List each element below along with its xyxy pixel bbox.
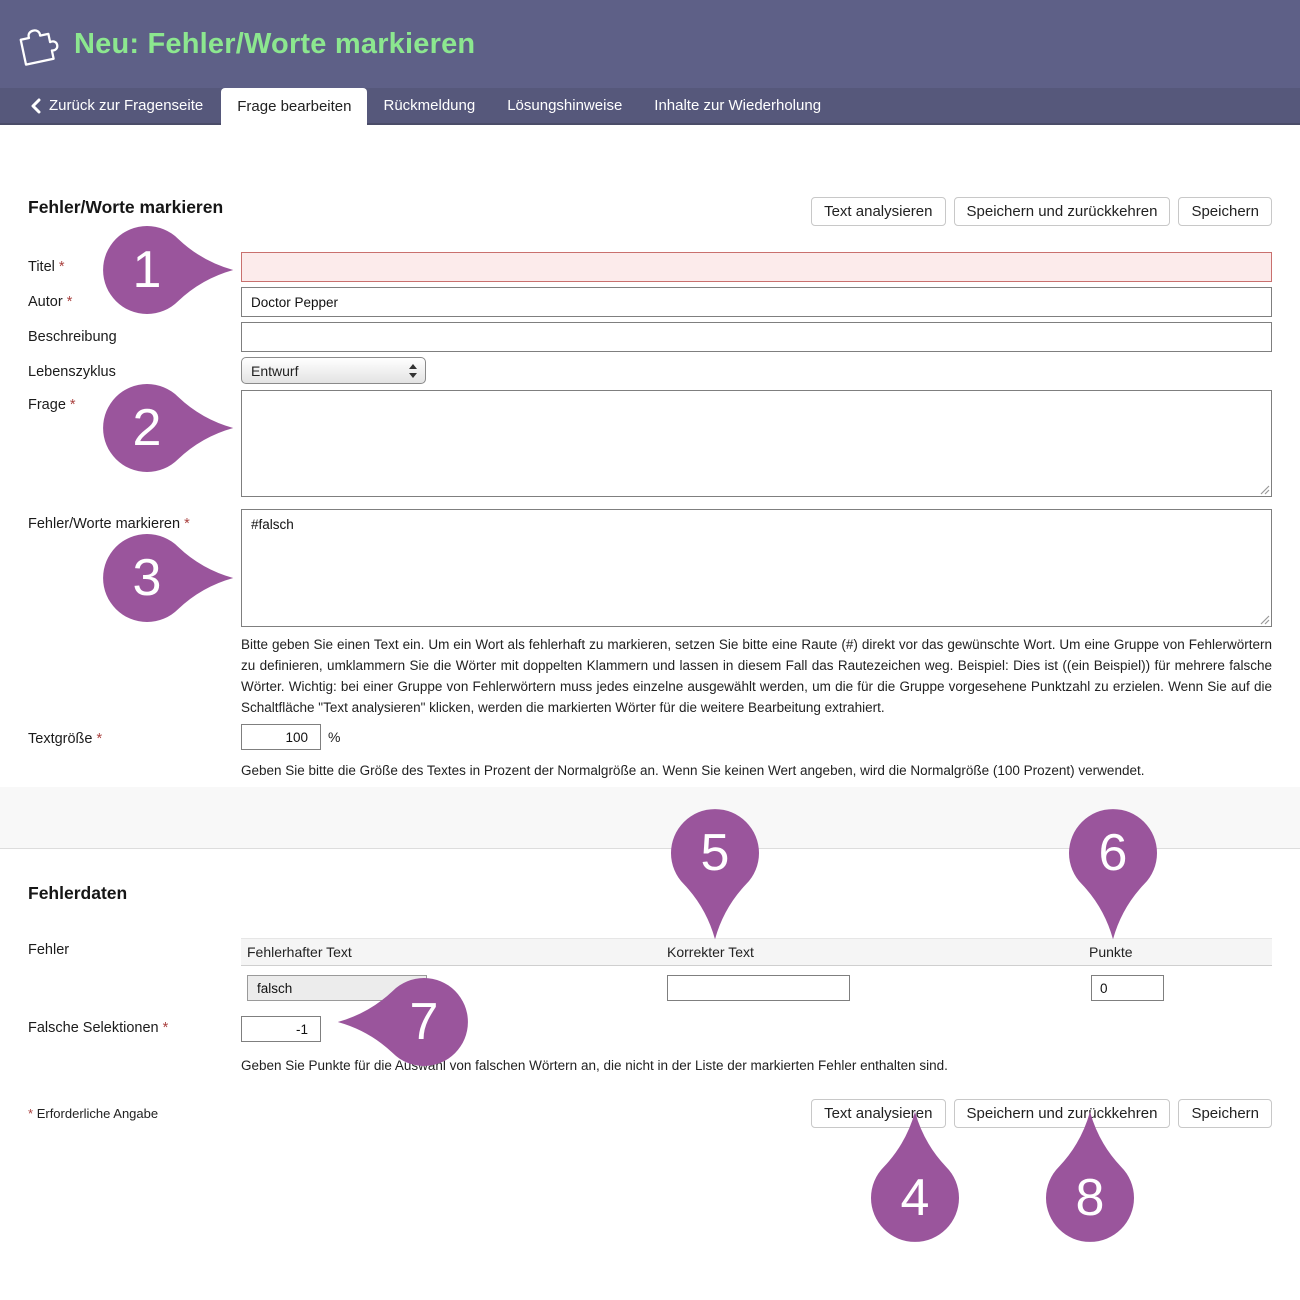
column-header-korrekter-text: Korrekter Text (667, 944, 754, 960)
speichern-button-top[interactable]: Speichern (1178, 197, 1272, 226)
back-link-label: Zurück zur Fragenseite (49, 97, 204, 114)
textgroesse-help: Geben Sie bitte die Größe des Textes in … (241, 763, 1145, 778)
section-title-fehlerdaten: Fehlerdaten (28, 883, 128, 903)
autor-input[interactable] (241, 287, 1272, 317)
tab-bar: Zurück zur Fragenseite Frage bearbeiten … (0, 88, 1300, 125)
fehler-worte-markieren-label: Fehler/Worte markieren * (28, 516, 190, 532)
frage-textarea[interactable] (241, 390, 1272, 497)
fehlerhafter-text-input[interactable] (247, 975, 427, 1001)
form-section-2: Fehlerdaten Fehler Fehlerhafter Text Kor… (0, 883, 1300, 1128)
korrekter-text-input[interactable] (667, 975, 850, 1001)
form-footer-band (0, 787, 1300, 849)
punkte-input[interactable] (1091, 975, 1164, 1001)
chevron-left-icon (31, 98, 41, 113)
fehler-worte-markieren-help: Bitte geben Sie einen Text ein. Um ein W… (241, 637, 1272, 715)
annotation-marker-4: 4 (871, 1110, 959, 1242)
text-analysieren-button-bottom[interactable]: Text analysieren (811, 1099, 946, 1128)
required-asterisk: * (162, 1020, 169, 1036)
fehler-label: Fehler (28, 942, 70, 958)
lebenszyklus-label: Lebenszyklus (28, 364, 116, 380)
tab-frage-bearbeiten[interactable]: Frage bearbeiten (221, 88, 368, 125)
beschreibung-input[interactable] (241, 322, 1272, 352)
speichern-button-bottom[interactable]: Speichern (1178, 1099, 1272, 1128)
resize-grip-icon[interactable] (1260, 615, 1270, 625)
text-analysieren-button-top[interactable]: Text analysieren (811, 197, 946, 226)
page-title: Neu: Fehler/Worte markieren (74, 27, 476, 60)
percent-unit-label: % (328, 729, 341, 745)
form-section-1: Fehler/Worte markieren Text analysieren … (0, 125, 1300, 781)
fehler-worte-markieren-textarea[interactable]: #falsch (241, 509, 1272, 627)
required-asterisk: * (66, 294, 73, 310)
lebenszyklus-selected-value: Entwurf (251, 362, 299, 379)
textgroesse-label: Textgröße * (28, 731, 103, 747)
required-asterisk: * (184, 516, 190, 532)
tab-rueckmeldung[interactable]: Rückmeldung (383, 97, 476, 114)
falsche-selektionen-label: Falsche Selektionen * (28, 1020, 169, 1036)
falsche-selektionen-help: Geben Sie Punkte für die Auswahl von fal… (241, 1058, 948, 1073)
textgroesse-input[interactable] (241, 724, 321, 750)
column-header-punkte: Punkte (1089, 944, 1133, 960)
select-stepper-icon (409, 363, 417, 378)
section-title-fehler-worte-markieren: Fehler/Worte markieren (28, 197, 224, 217)
titel-label: Titel * (28, 259, 65, 275)
titel-input[interactable] (241, 252, 1272, 282)
back-link[interactable]: Zurück zur Fragenseite (30, 88, 203, 123)
puzzle-icon (19, 29, 59, 66)
required-asterisk: * (69, 397, 76, 413)
speichern-und-zurueckkehren-button-top[interactable]: Speichern und zurückkehren (953, 197, 1171, 226)
lebenszyklus-select[interactable]: Entwurf (241, 357, 426, 384)
speichern-und-zurueckkehren-button-bottom[interactable]: Speichern und zurückkehren (953, 1099, 1171, 1128)
required-asterisk: * (58, 259, 65, 275)
required-fields-note: * Erforderliche Angabe (28, 1106, 159, 1121)
frage-label: Frage * (28, 397, 76, 413)
fehlerdaten-table-row (241, 975, 1272, 1001)
fehlerdaten-table-header: Fehlerhafter Text Korrekter Text Punkte (241, 938, 1272, 966)
required-asterisk: * (96, 731, 103, 747)
app-header: Neu: Fehler/Worte markieren (0, 0, 1300, 88)
tab-inhalte-zur-wiederholung[interactable]: Inhalte zur Wiederholung (654, 97, 822, 114)
autor-label: Autor * (28, 294, 73, 310)
beschreibung-label: Beschreibung (28, 329, 117, 345)
resize-grip-icon[interactable] (1260, 485, 1270, 495)
falsche-selektionen-input[interactable] (241, 1016, 321, 1042)
column-header-fehlerhafter-text: Fehlerhafter Text (247, 944, 352, 960)
annotation-marker-8: 8 (1046, 1110, 1134, 1242)
tab-loesungshinweise[interactable]: Lösungshinweise (507, 97, 623, 114)
